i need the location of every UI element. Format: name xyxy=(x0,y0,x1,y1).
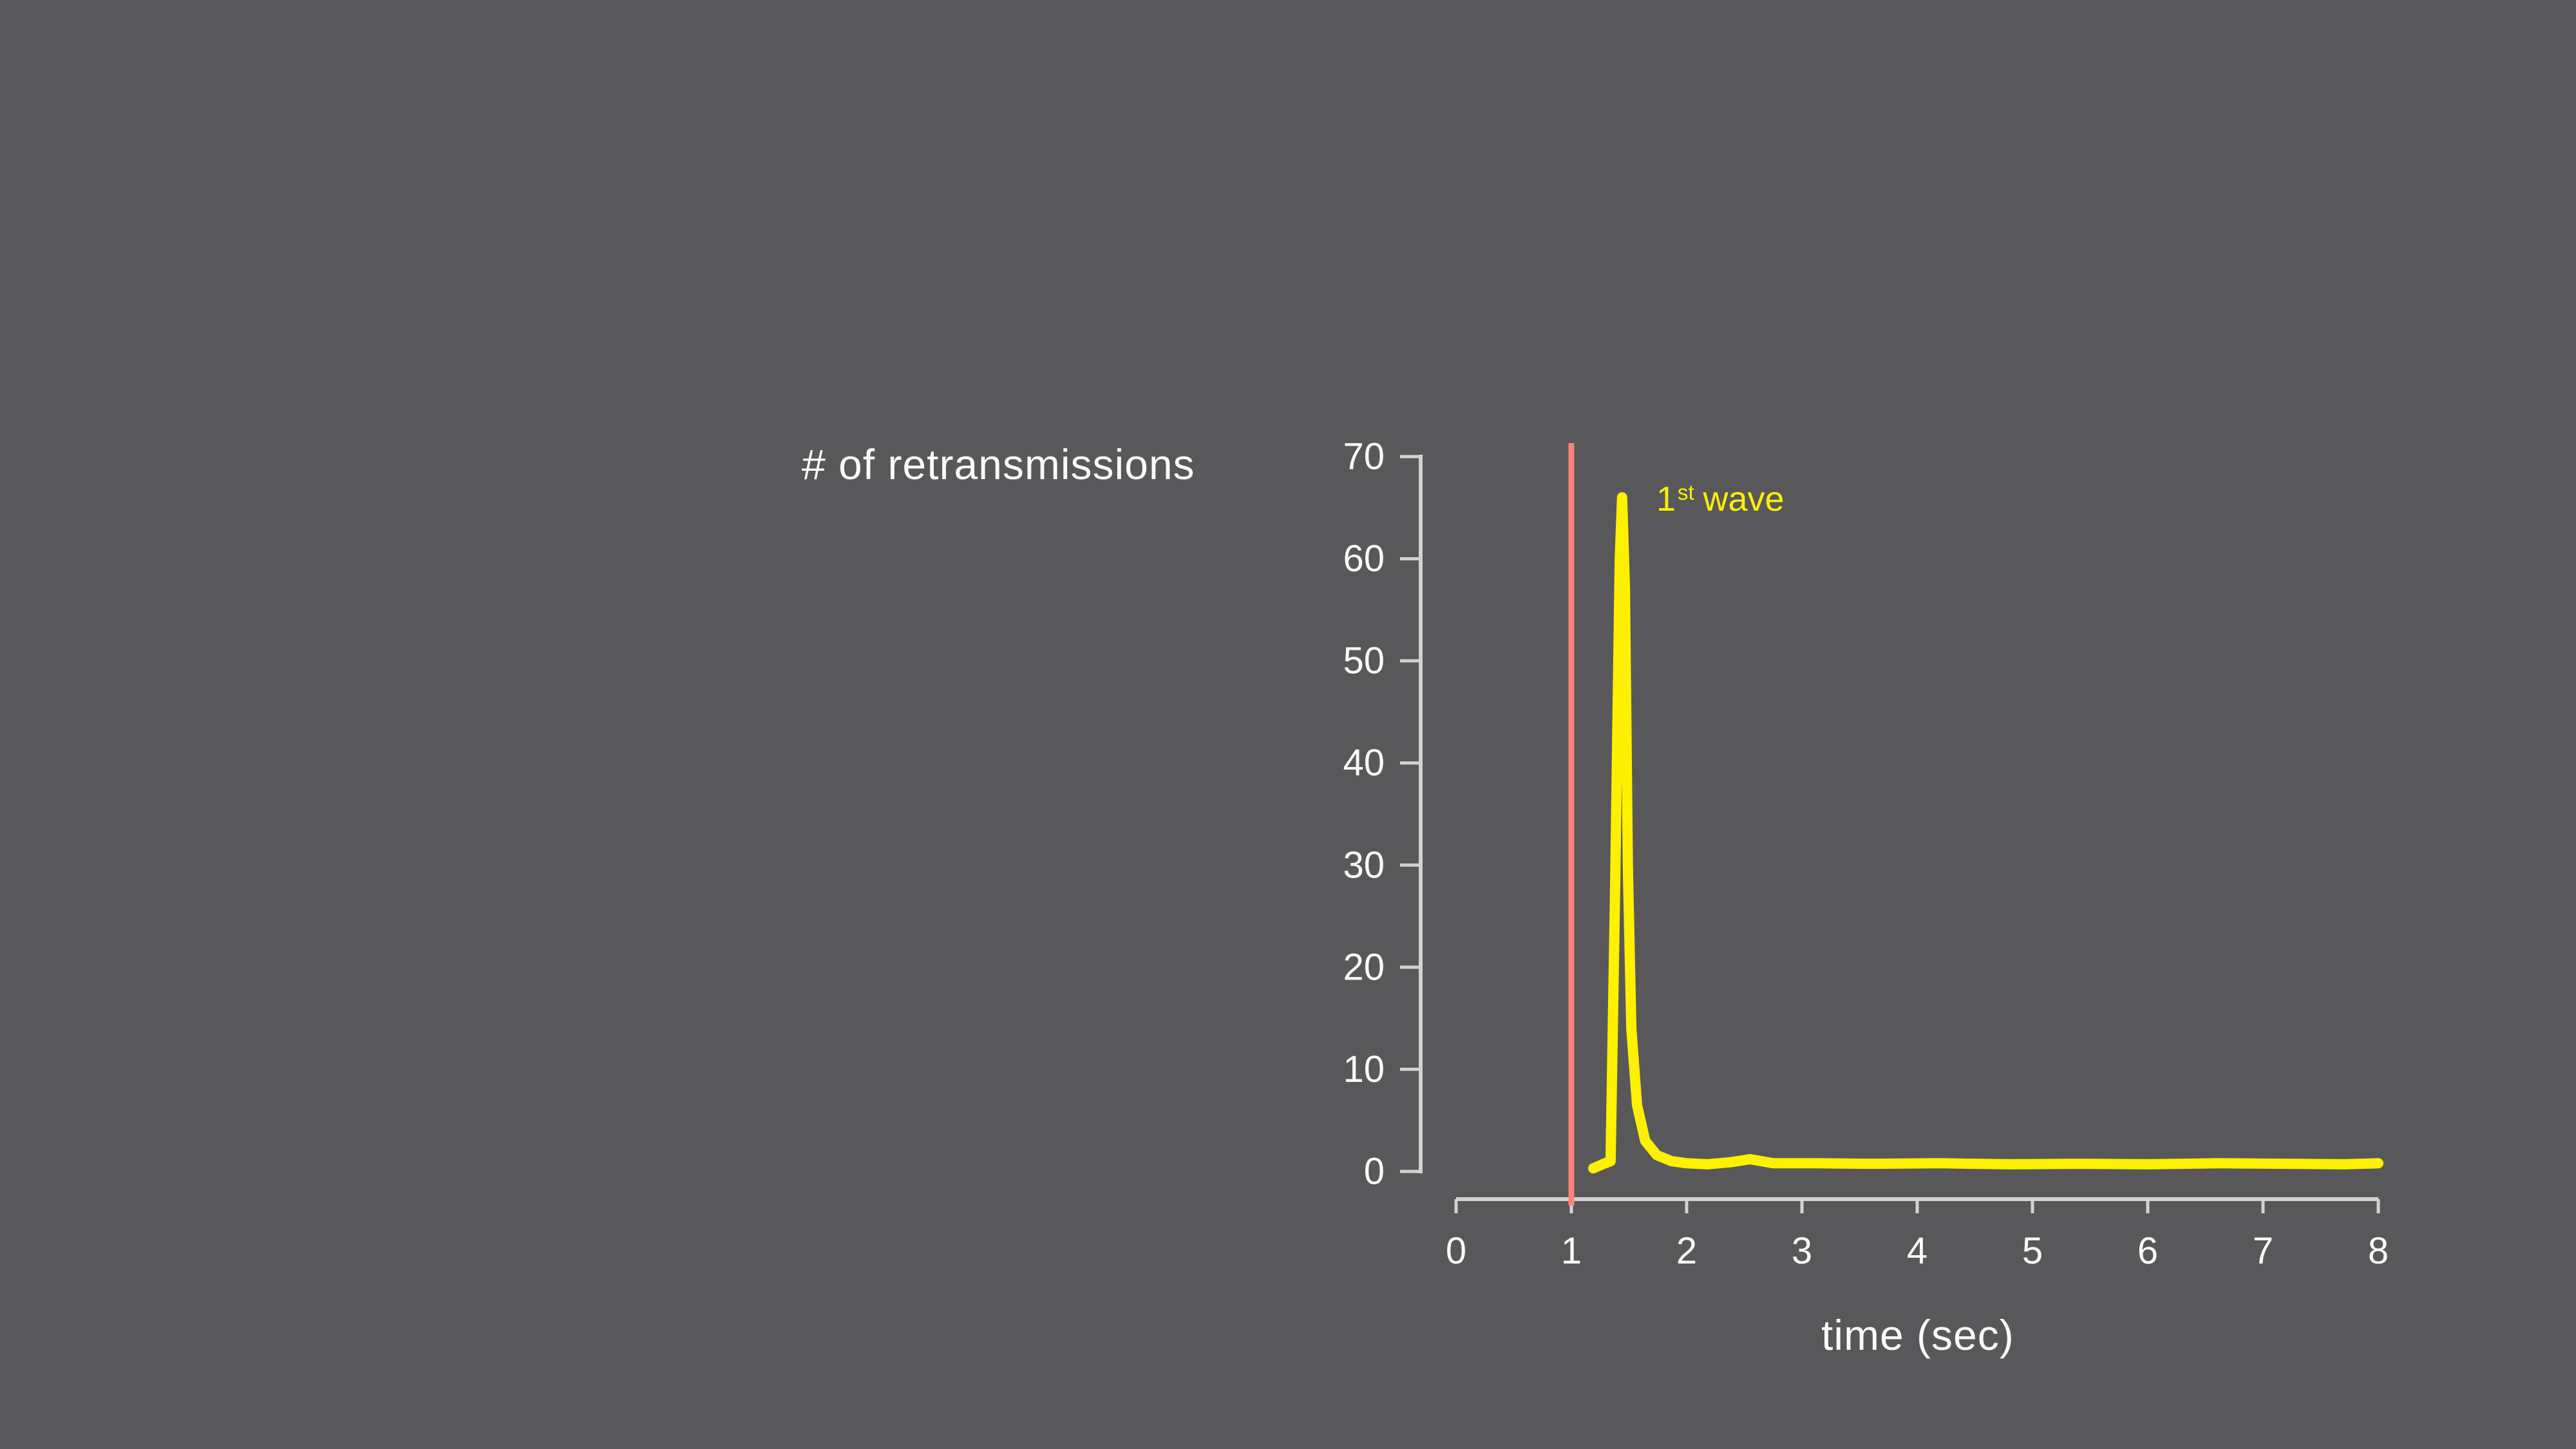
x-tick-label: 7 xyxy=(2253,1230,2273,1272)
y-tick-label: 70 xyxy=(1343,436,1385,478)
x-tick-label: 2 xyxy=(1676,1230,1697,1272)
y-tick-label: 50 xyxy=(1343,640,1385,682)
y-tick-label: 20 xyxy=(1343,946,1385,988)
x-tick-label: 4 xyxy=(1907,1230,1927,1272)
x-tick-label: 3 xyxy=(1792,1230,1812,1272)
x-tick-label: 1 xyxy=(1561,1230,1582,1272)
x-tick-label: 8 xyxy=(2368,1230,2389,1272)
annotation-word: wave xyxy=(1703,480,1785,518)
annotation-number: 1 xyxy=(1656,480,1676,518)
y-axis-title: # of retransmissions xyxy=(802,440,1195,488)
y-tick-label: 10 xyxy=(1343,1048,1385,1090)
series-line-retransmissions xyxy=(1588,492,2383,1174)
x-tick-label: 0 xyxy=(1446,1230,1466,1272)
y-tick-label: 40 xyxy=(1343,742,1385,784)
y-tick-label: 60 xyxy=(1343,538,1385,580)
y-tick-label: 30 xyxy=(1343,844,1385,886)
y-tick-label: 0 xyxy=(1364,1151,1385,1193)
annotation-ordinal-suffix: st xyxy=(1677,481,1694,506)
x-tick-label: 6 xyxy=(2137,1230,2158,1272)
x-tick-label: 5 xyxy=(2022,1230,2043,1272)
x-axis-title: time (sec) xyxy=(1821,1311,2014,1359)
first-wave-annotation: 1st wave xyxy=(1656,482,1785,516)
